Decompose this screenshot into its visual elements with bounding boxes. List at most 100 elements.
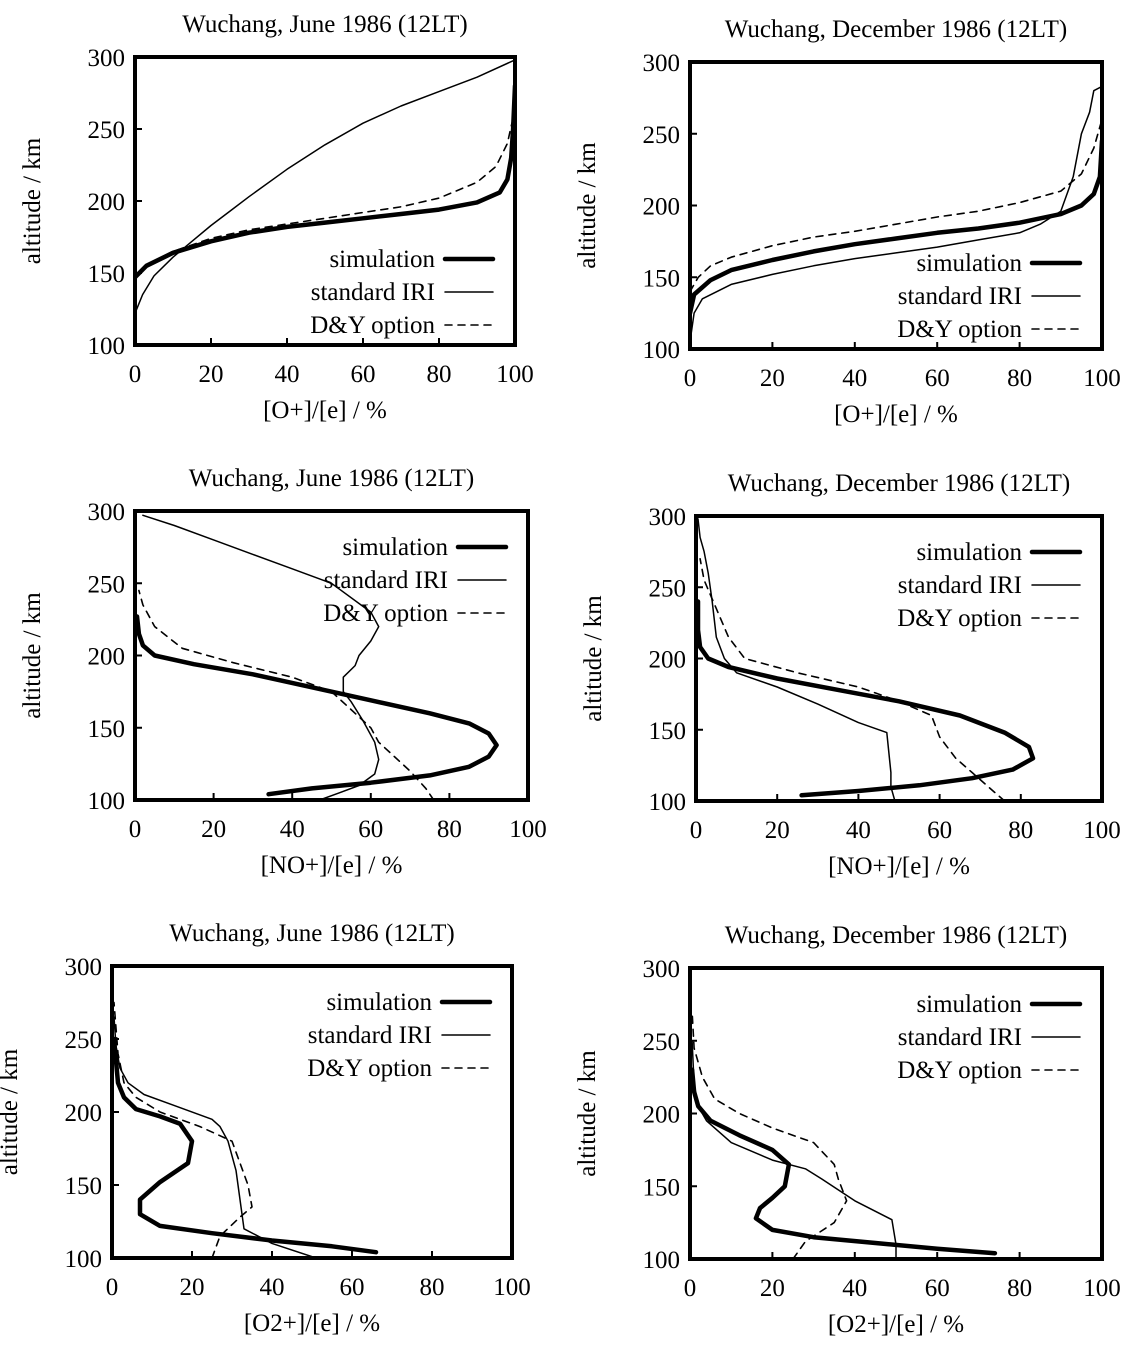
series-line-d-y-option [691,1010,848,1259]
legend-label: D&Y option [897,605,1022,632]
y-tick-label: 300 [649,504,687,531]
series-line-d-y-option [135,110,515,280]
y-tick-label: 100 [643,337,681,364]
x-tick-label: 60 [358,816,383,843]
legend-label: standard IRI [311,279,435,306]
legend-label: D&Y option [310,312,435,339]
y-tick-label: 150 [649,718,687,745]
y-axis-label: altitude / km [0,1048,23,1175]
y-tick-label: 250 [643,1029,681,1056]
x-tick-label: 80 [1007,365,1032,392]
series-line-simulation [112,1036,379,1255]
series-line-standard-iri [135,59,515,315]
y-tick-label: 150 [88,716,126,743]
x-tick-label: 0 [690,817,703,844]
legend-label: simulation [329,246,435,273]
x-tick-label: 60 [925,365,950,392]
legend-label: D&Y option [897,316,1022,343]
legend-label: standard IRI [898,1024,1022,1051]
x-tick-label: 20 [199,361,224,388]
panel-title: Wuchang, December 1986 (12LT) [725,16,1067,43]
y-tick-label: 200 [88,644,126,671]
x-axis-label: [O+]/[e] / % [834,401,958,428]
legend-label: simulation [916,991,1022,1018]
x-tick-label: 60 [351,361,376,388]
x-tick-label: 80 [1007,1275,1032,1302]
y-tick-label: 250 [649,575,687,602]
y-tick-label: 300 [88,45,126,72]
x-tick-label: 100 [496,361,534,388]
y-tick-label: 250 [65,1027,103,1054]
x-axis-label: [O2+]/[e] / % [244,1310,380,1337]
x-axis-label: [O2+]/[e] / % [828,1311,964,1338]
y-tick-label: 150 [643,265,681,292]
x-tick-label: 60 [925,1275,950,1302]
x-tick-label: 40 [846,817,871,844]
legend-label: standard IRI [898,283,1022,310]
series-line-standard-iri [690,85,1102,343]
y-tick-label: 150 [88,261,126,288]
y-tick-label: 200 [65,1100,103,1127]
y-tick-label: 150 [65,1173,103,1200]
x-tick-label: 40 [842,1275,867,1302]
y-axis-label: altitude / km [19,137,46,264]
y-tick-label: 200 [88,189,126,216]
legend-label: standard IRI [324,567,448,594]
x-tick-label: 60 [340,1274,365,1301]
x-tick-label: 20 [201,816,226,843]
x-tick-label: 0 [684,1275,697,1302]
legend-label: simulation [326,989,432,1016]
y-tick-label: 250 [88,571,126,598]
legend-label: standard IRI [308,1022,432,1049]
x-tick-label: 0 [129,361,142,388]
y-tick-label: 300 [643,50,681,77]
y-tick-label: 150 [643,1174,681,1201]
x-tick-label: 40 [260,1274,285,1301]
y-tick-label: 100 [649,789,687,816]
panel-title: Wuchang, December 1986 (12LT) [728,470,1070,497]
panel-title: Wuchang, June 1986 (12LT) [189,465,475,492]
series-line-standard-iri [142,514,380,800]
x-axis-label: [O+]/[e] / % [263,397,387,424]
x-tick-label: 40 [280,816,305,843]
x-axis-label: [NO+]/[e] / % [261,852,403,879]
y-tick-label: 100 [88,333,126,360]
y-tick-label: 300 [88,499,126,526]
x-tick-label: 100 [493,1274,531,1301]
x-tick-label: 100 [1083,817,1121,844]
legend-label: D&Y option [307,1055,432,1082]
x-tick-label: 100 [1083,1275,1121,1302]
plot-frame [694,514,1104,803]
y-tick-label: 200 [643,1102,681,1129]
x-tick-label: 20 [760,1275,785,1302]
y-tick-label: 100 [643,1247,681,1274]
y-axis-label: altitude / km [19,592,46,719]
series-line-standard-iri [697,518,896,801]
x-tick-label: 100 [1083,365,1121,392]
x-tick-label: 80 [1008,817,1033,844]
plot-frame [688,966,1104,1261]
x-tick-label: 80 [437,816,462,843]
plot-frame [688,60,1104,351]
y-tick-label: 100 [65,1246,103,1273]
y-tick-label: 200 [649,647,687,674]
x-tick-label: 80 [420,1274,445,1301]
legend-label: simulation [916,250,1022,277]
y-tick-label: 300 [65,954,103,981]
x-tick-label: 20 [180,1274,205,1301]
y-tick-label: 100 [88,788,126,815]
series-line-d-y-option [699,557,1006,801]
panel-title: Wuchang, December 1986 (12LT) [725,922,1067,949]
y-axis-label: altitude / km [580,595,607,722]
legend-label: simulation [916,539,1022,566]
y-axis-label: altitude / km [574,142,601,269]
x-tick-label: 20 [765,817,790,844]
x-tick-label: 80 [427,361,452,388]
series-line-simulation [135,614,499,797]
x-tick-label: 0 [684,365,697,392]
legend-label: standard IRI [898,572,1022,599]
series-line-simulation [696,599,1036,798]
panel-title: Wuchang, June 1986 (12LT) [169,920,455,947]
series-line-simulation [135,83,515,280]
